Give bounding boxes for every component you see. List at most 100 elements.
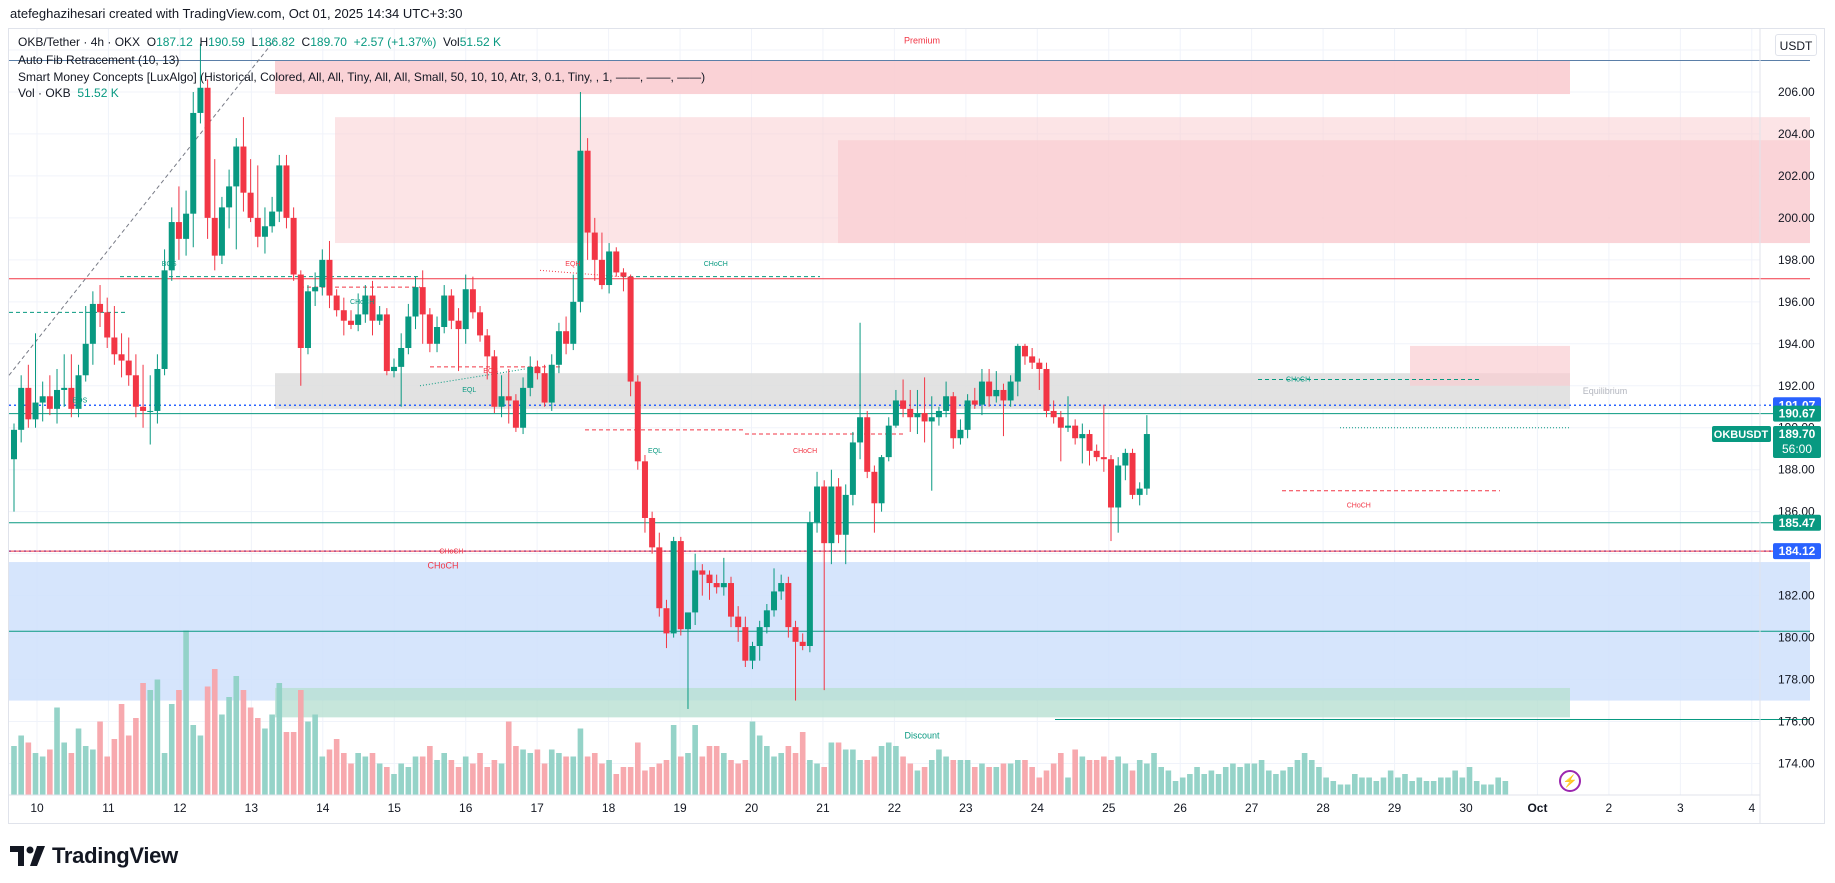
symbol-legend[interactable]: OKB/Tether · 4h · OKX O187.12 H190.59 L1… — [18, 35, 501, 49]
close-value: 189.70 — [310, 35, 347, 49]
price-tick-label: 200.00 — [1778, 211, 1815, 225]
candle-body — [32, 402, 39, 420]
structure-label: BOS — [483, 368, 498, 375]
indicator-fib-legend[interactable]: Auto Fib Retracement (10, 13) — [18, 53, 180, 67]
candle — [319, 249, 326, 296]
candle-body — [656, 547, 663, 609]
candle-body — [928, 417, 935, 422]
currency-button[interactable]: USDT — [1775, 34, 1817, 56]
volume-bar — [1273, 774, 1279, 795]
candle — [943, 381, 950, 418]
candle-body — [326, 259, 333, 296]
candle — [663, 599, 670, 649]
time-tick-label: 13 — [245, 801, 259, 815]
candle — [577, 91, 584, 313]
countdown-text: 56:00 — [1782, 442, 1812, 456]
current-price-box — [1773, 426, 1821, 459]
volume-bar — [1294, 760, 1301, 795]
structure-label: CHoCH — [1286, 377, 1310, 384]
structure-label: BOS — [72, 398, 87, 405]
candle — [118, 333, 125, 378]
chart-frame[interactable] — [8, 28, 1825, 824]
volume-bar — [176, 690, 182, 795]
volume-bar — [670, 725, 677, 795]
volume-bar — [1194, 767, 1200, 795]
volume-bar — [785, 746, 792, 795]
indicator-smc-legend[interactable]: Smart Money Concepts [LuxAlgo] (Historic… — [18, 70, 706, 84]
time-tick-label: 25 — [1102, 801, 1116, 815]
volume-bar — [979, 763, 985, 795]
volume-bar — [513, 746, 519, 795]
volume-bar — [1165, 770, 1172, 795]
candle-body — [627, 276, 634, 382]
volume-bar — [140, 683, 146, 795]
volume-bar — [921, 767, 928, 795]
candle — [132, 354, 139, 418]
time-tick-label: 24 — [1031, 801, 1045, 815]
candle — [175, 186, 182, 260]
volume-bar — [764, 746, 770, 795]
candle-body — [39, 396, 46, 403]
volume-bar — [599, 763, 605, 795]
volume-bar — [678, 756, 684, 795]
candle-body — [598, 259, 605, 286]
volume-bar — [663, 760, 670, 795]
volume-bar — [1316, 767, 1322, 795]
volume-bar — [1459, 777, 1466, 795]
bolt-icon[interactable]: ⚡ — [1559, 770, 1581, 792]
candle-body — [663, 608, 670, 634]
candle — [347, 310, 354, 330]
candle-body — [978, 381, 985, 405]
volume-bar — [957, 760, 964, 795]
volume-bar — [1022, 760, 1028, 795]
time-tick-label: 15 — [388, 801, 402, 815]
candle-body — [914, 413, 921, 418]
volume-bar — [1187, 774, 1193, 795]
candle-body — [555, 331, 562, 365]
candle — [441, 285, 448, 334]
candle-body — [82, 343, 89, 376]
candle — [1122, 448, 1129, 481]
candle-body — [871, 471, 878, 504]
volume-bar — [1179, 777, 1186, 795]
candle-body — [426, 314, 433, 344]
volume-bar — [749, 721, 756, 795]
candle — [412, 276, 419, 330]
volume-bar — [1208, 770, 1215, 795]
choch-label-main: CHoCH — [427, 560, 458, 570]
candle — [720, 557, 727, 596]
volume-bar — [685, 753, 691, 795]
candles[interactable] — [11, 43, 1150, 709]
candle-body — [111, 337, 118, 355]
candle-body — [211, 217, 218, 256]
candle — [297, 270, 304, 386]
time-tick-label: 17 — [530, 801, 544, 815]
volume-bar — [427, 746, 433, 795]
volume-bar — [1495, 777, 1501, 795]
candle-body — [1021, 345, 1028, 357]
candle — [168, 207, 175, 281]
candle-body — [25, 387, 32, 420]
candle — [699, 564, 706, 596]
volume-bar — [541, 763, 548, 795]
volume-bar — [893, 746, 899, 795]
price-label-text: 185.47 — [1779, 516, 1816, 530]
volume-bar — [756, 735, 763, 795]
volume-bar — [262, 728, 268, 795]
volume-bar — [25, 742, 32, 795]
candle — [771, 568, 778, 617]
volume-bar — [211, 669, 218, 795]
candle — [613, 247, 620, 277]
candle — [498, 375, 505, 418]
tradingview-logo-icon — [10, 846, 45, 866]
tradingview-logo[interactable]: TradingView — [10, 842, 178, 870]
volume-bar — [1416, 777, 1423, 795]
volume-bar — [434, 760, 440, 795]
indicator-volume-legend[interactable]: Vol · OKB 51.52 K — [18, 86, 119, 100]
chart-attribution: atefeghazihesari created with TradingVie… — [10, 6, 463, 21]
volume-bar — [1108, 760, 1114, 795]
candle — [986, 368, 993, 407]
candle — [792, 620, 799, 701]
candle — [18, 375, 25, 443]
